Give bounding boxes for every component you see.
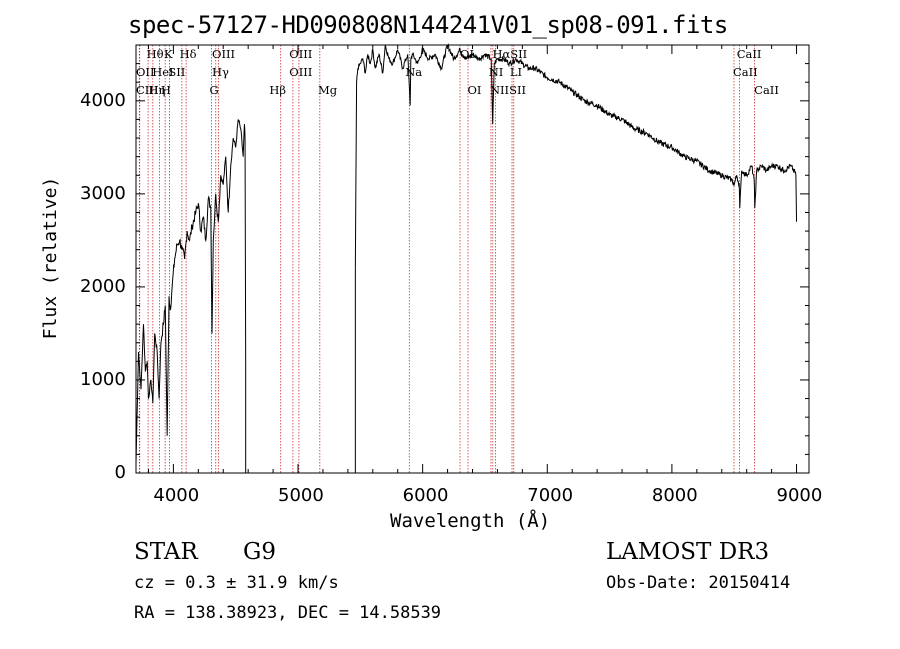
spectral-line-label: Hδ	[179, 47, 197, 61]
spectral-line-label: OI	[460, 47, 475, 61]
spectral-line-label: CaII	[732, 65, 758, 79]
spectral-line-label: LI	[509, 65, 523, 79]
spectral-line-label: Hγ	[212, 65, 229, 79]
x-tick-label: 6000	[402, 485, 449, 506]
spectral-line-label: SII	[168, 65, 186, 79]
y-tick-label: 1000	[80, 368, 126, 390]
coordinates: RA = 138.38923, DEC = 14.58539	[134, 603, 442, 623]
y-tick-label: 2000	[80, 275, 126, 297]
chart-title: spec-57127-HD090808N144241V01_sp08-091.f…	[128, 11, 728, 39]
redshift-value: cz = 0.3 ± 31.9 km/s	[134, 573, 339, 593]
spectral-line-label: OII	[136, 65, 155, 79]
spectrum-segment	[354, 43, 798, 269]
spectral-line-label: Hβ	[269, 83, 287, 97]
spectral-line-label: K	[164, 47, 173, 61]
spectral-line-label: OIII	[289, 47, 313, 61]
spectral-line-label: CaII	[736, 47, 762, 61]
x-tick-label: 5000	[278, 485, 324, 506]
spectral-line-label: Na	[405, 65, 423, 79]
x-tick-label: 7000	[527, 485, 574, 506]
spectrum-series	[135, 43, 798, 474]
spectral-line-label: CaII	[754, 83, 779, 97]
x-tick-label: 8000	[651, 485, 698, 506]
plot-frame	[135, 44, 810, 474]
y-tick-label: 3000	[80, 182, 126, 204]
spectral-line-markers	[138, 45, 755, 473]
spectral-line-label: Mg	[317, 83, 338, 97]
spectral-line-label: NIISII	[489, 83, 527, 97]
spectral-line-label: G	[209, 83, 219, 97]
spectral-line-label: Hη	[148, 83, 166, 97]
spectral-line-label: OIII	[212, 47, 236, 61]
spectral-line-label: H	[160, 83, 171, 97]
spectral-line-label: Hθ	[146, 47, 164, 61]
object-type: STAR	[134, 539, 198, 565]
x-tick-label: 9000	[776, 485, 823, 506]
x-tick-label: 4000	[153, 485, 200, 506]
y-tick-label: 4000	[80, 89, 126, 111]
spectral-line-label: NI	[488, 65, 504, 79]
survey-name: LAMOST DR3	[606, 539, 770, 565]
y-tick-label: 0	[114, 462, 126, 483]
y-axis-label: Flux (relative)	[40, 176, 61, 340]
spectral-line-label: OIII	[289, 65, 313, 79]
spectrum-gap	[245, 268, 356, 474]
spectral-line-label: CIII	[136, 83, 159, 97]
spectral-line-label: HαSII	[492, 47, 528, 61]
axis-ticks	[136, 45, 809, 474]
spectral-line-label: OI	[467, 83, 482, 97]
object-subclass: G9	[243, 539, 277, 565]
x-axis-label: Wavelength (Å)	[390, 510, 551, 532]
spectral-line-label: HeI	[152, 65, 174, 79]
observation-date: Obs-Date: 20150414	[606, 573, 791, 593]
